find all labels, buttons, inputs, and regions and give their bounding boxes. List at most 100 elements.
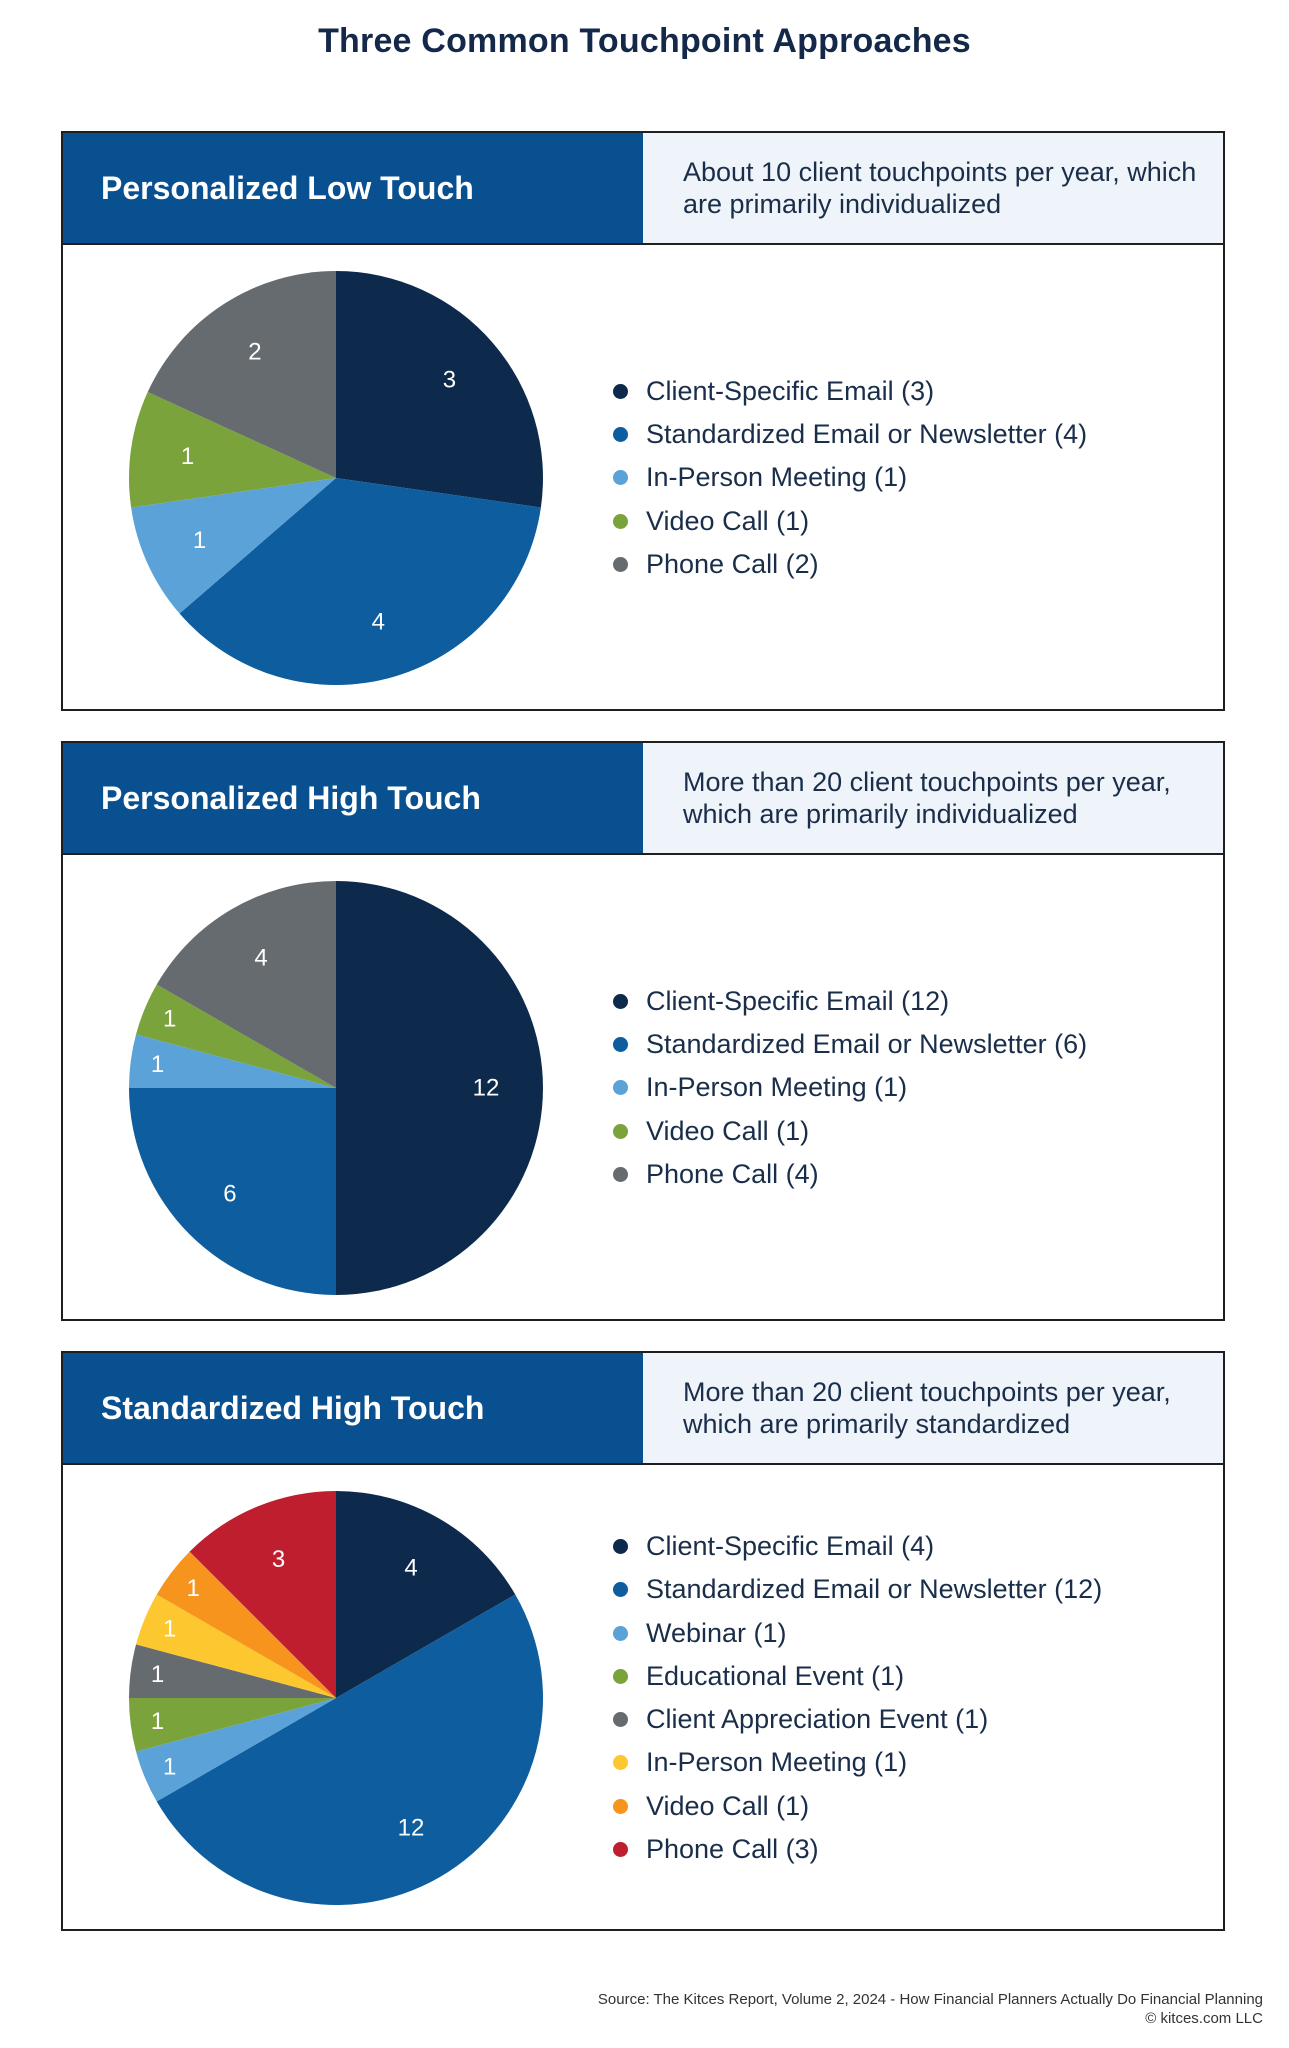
pie-slice-label: 1	[151, 1051, 164, 1078]
pie-slice-label: 1	[163, 1616, 176, 1643]
legend-swatch	[613, 470, 628, 486]
legend-item: Client-Specific Email (3)	[613, 370, 1087, 413]
pie-slice	[136, 984, 336, 1088]
legend-label: Webinar (1)	[646, 1617, 787, 1648]
panel-body: 4 12 1 1 1 1 1 3 Client-Specific Email (4) Stand…	[63, 1465, 1223, 1929]
legend-swatch	[613, 1123, 628, 1139]
pie-slice-label: 2	[248, 338, 261, 365]
legend-swatch	[613, 1668, 628, 1684]
pie-slice	[336, 271, 543, 508]
panel-body: 3 4 1 1 2 Client-Specific Email (3) Standardi…	[63, 245, 1223, 709]
panel-title: Personalized High Touch	[63, 743, 643, 853]
legend-swatch	[613, 1842, 628, 1858]
pie-slice-label: 12	[473, 1075, 500, 1102]
panel-description: About 10 client touchpoints per year, wh…	[643, 133, 1223, 243]
panel-header: Standardized High Touch More than 20 cli…	[63, 1353, 1223, 1465]
pie-slice	[136, 1594, 336, 1698]
pie-slice	[156, 1551, 336, 1698]
legend-label: Client-Specific Email (3)	[646, 375, 935, 406]
pie-slice-label: 1	[151, 1661, 164, 1688]
legend-label: Phone Call (4)	[646, 1159, 819, 1190]
pie-slice-label: 4	[254, 945, 267, 972]
pie-slice-label: 1	[193, 527, 206, 554]
legend: Client-Specific Email (12) Standardized E…	[613, 980, 1087, 1196]
pie-slice	[136, 1698, 336, 1802]
pie-slice-label: 6	[223, 1181, 236, 1208]
legend-swatch	[613, 1755, 628, 1771]
pie-slice-label: 3	[443, 366, 456, 393]
legend-swatch	[613, 1625, 628, 1641]
pie-slice	[179, 478, 541, 686]
pie-slice	[129, 1644, 336, 1698]
legend-swatch	[613, 1037, 628, 1053]
legend-swatch	[613, 513, 628, 529]
pie-slice	[129, 1698, 336, 1752]
pie-chart: 12 6 1 1 4	[129, 881, 543, 1295]
legend-swatch	[613, 557, 628, 573]
pie-slice	[336, 881, 543, 1295]
source-note: Source: The Kitces Report, Volume 2, 202…	[598, 1990, 1263, 2028]
copyright: © kitces.com LLC	[1145, 2010, 1263, 2027]
legend-item: Educational Event (1)	[613, 1655, 1102, 1698]
panel-title: Standardized High Touch	[63, 1353, 643, 1463]
legend-item: Webinar (1)	[613, 1611, 1102, 1654]
legend-item: Phone Call (4)	[613, 1153, 1087, 1196]
legend-label: Standardized Email or Newsletter (12)	[646, 1574, 1103, 1605]
legend-item: Client-Specific Email (12)	[613, 980, 1087, 1023]
legend-item: Standardized Email or Newsletter (12)	[613, 1568, 1102, 1611]
legend-swatch	[613, 1167, 628, 1183]
pie-slice-label: 1	[151, 1708, 164, 1735]
pie-slice-label: 12	[398, 1814, 425, 1841]
legend: Client-Specific Email (3) Standardized Em…	[613, 370, 1087, 586]
legend-label: Client-Specific Email (4)	[646, 1530, 935, 1561]
legend-label: Standardized Email or Newsletter (4)	[646, 419, 1088, 450]
legend-item: Video Call (1)	[613, 500, 1087, 543]
legend-item: Video Call (1)	[613, 1785, 1102, 1828]
pie-slice-label: 4	[372, 608, 385, 635]
pie-slice-label: 1	[181, 443, 194, 470]
legend-label: In-Person Meeting (1)	[646, 1747, 908, 1778]
legend-item: In-Person Meeting (1)	[613, 1066, 1087, 1109]
panel-body: 12 6 1 1 4 Client-Specific Email (12) Standar…	[63, 855, 1223, 1319]
pie-slice	[156, 1594, 544, 1906]
legend-swatch	[613, 383, 628, 399]
panel-header: Personalized Low Touch About 10 client t…	[63, 133, 1223, 245]
legend-label: Client-Specific Email (12)	[646, 985, 950, 1016]
legend-item: Standardized Email or Newsletter (6)	[613, 1023, 1087, 1066]
legend-item: Standardized Email or Newsletter (4)	[613, 413, 1087, 456]
legend-item: Video Call (1)	[613, 1110, 1087, 1153]
legend-label: Video Call (1)	[646, 505, 810, 536]
legend-swatch	[613, 1798, 628, 1814]
chart-panel-personalized-low-touch: Personalized Low Touch About 10 client t…	[61, 131, 1225, 711]
pie-slice-label: 1	[163, 1006, 176, 1033]
pie-slice	[156, 881, 336, 1088]
chart-panel-personalized-high-touch: Personalized High Touch More than 20 cli…	[61, 741, 1225, 1321]
source-citation: Source: The Kitces Report, Volume 2, 202…	[597, 1991, 1263, 2008]
pie-slice	[147, 271, 336, 478]
pie-slice-label: 3	[272, 1546, 285, 1573]
legend-item: In-Person Meeting (1)	[613, 456, 1087, 499]
legend-label: Video Call (1)	[646, 1115, 810, 1146]
legend-swatch	[613, 1080, 628, 1096]
legend-item: Phone Call (2)	[613, 543, 1087, 586]
legend-swatch	[613, 427, 628, 443]
legend: Client-Specific Email (4) Standardized Em…	[613, 1525, 1102, 1871]
legend-label: Video Call (1)	[646, 1790, 810, 1821]
pie-slice-label: 1	[187, 1575, 200, 1602]
pie-slice	[336, 1491, 516, 1698]
legend-item: Phone Call (3)	[613, 1828, 1102, 1871]
pie-slice	[129, 1034, 336, 1088]
legend-label: Client Appreciation Event (1)	[646, 1704, 989, 1735]
chart-panel-standardized-high-touch: Standardized High Touch More than 20 cli…	[61, 1351, 1225, 1931]
legend-label: Standardized Email or Newsletter (6)	[646, 1029, 1088, 1060]
page-title: Three Common Touchpoint Approaches	[318, 22, 971, 60]
panel-header: Personalized High Touch More than 20 cli…	[63, 743, 1223, 855]
pie-slice	[131, 478, 336, 614]
legend-item: Client-Specific Email (4)	[613, 1525, 1102, 1568]
pie-slice	[129, 392, 336, 508]
pie-slice	[129, 1088, 336, 1295]
legend-item: In-Person Meeting (1)	[613, 1741, 1102, 1784]
legend-swatch	[613, 993, 628, 1009]
legend-label: Phone Call (3)	[646, 1834, 819, 1865]
